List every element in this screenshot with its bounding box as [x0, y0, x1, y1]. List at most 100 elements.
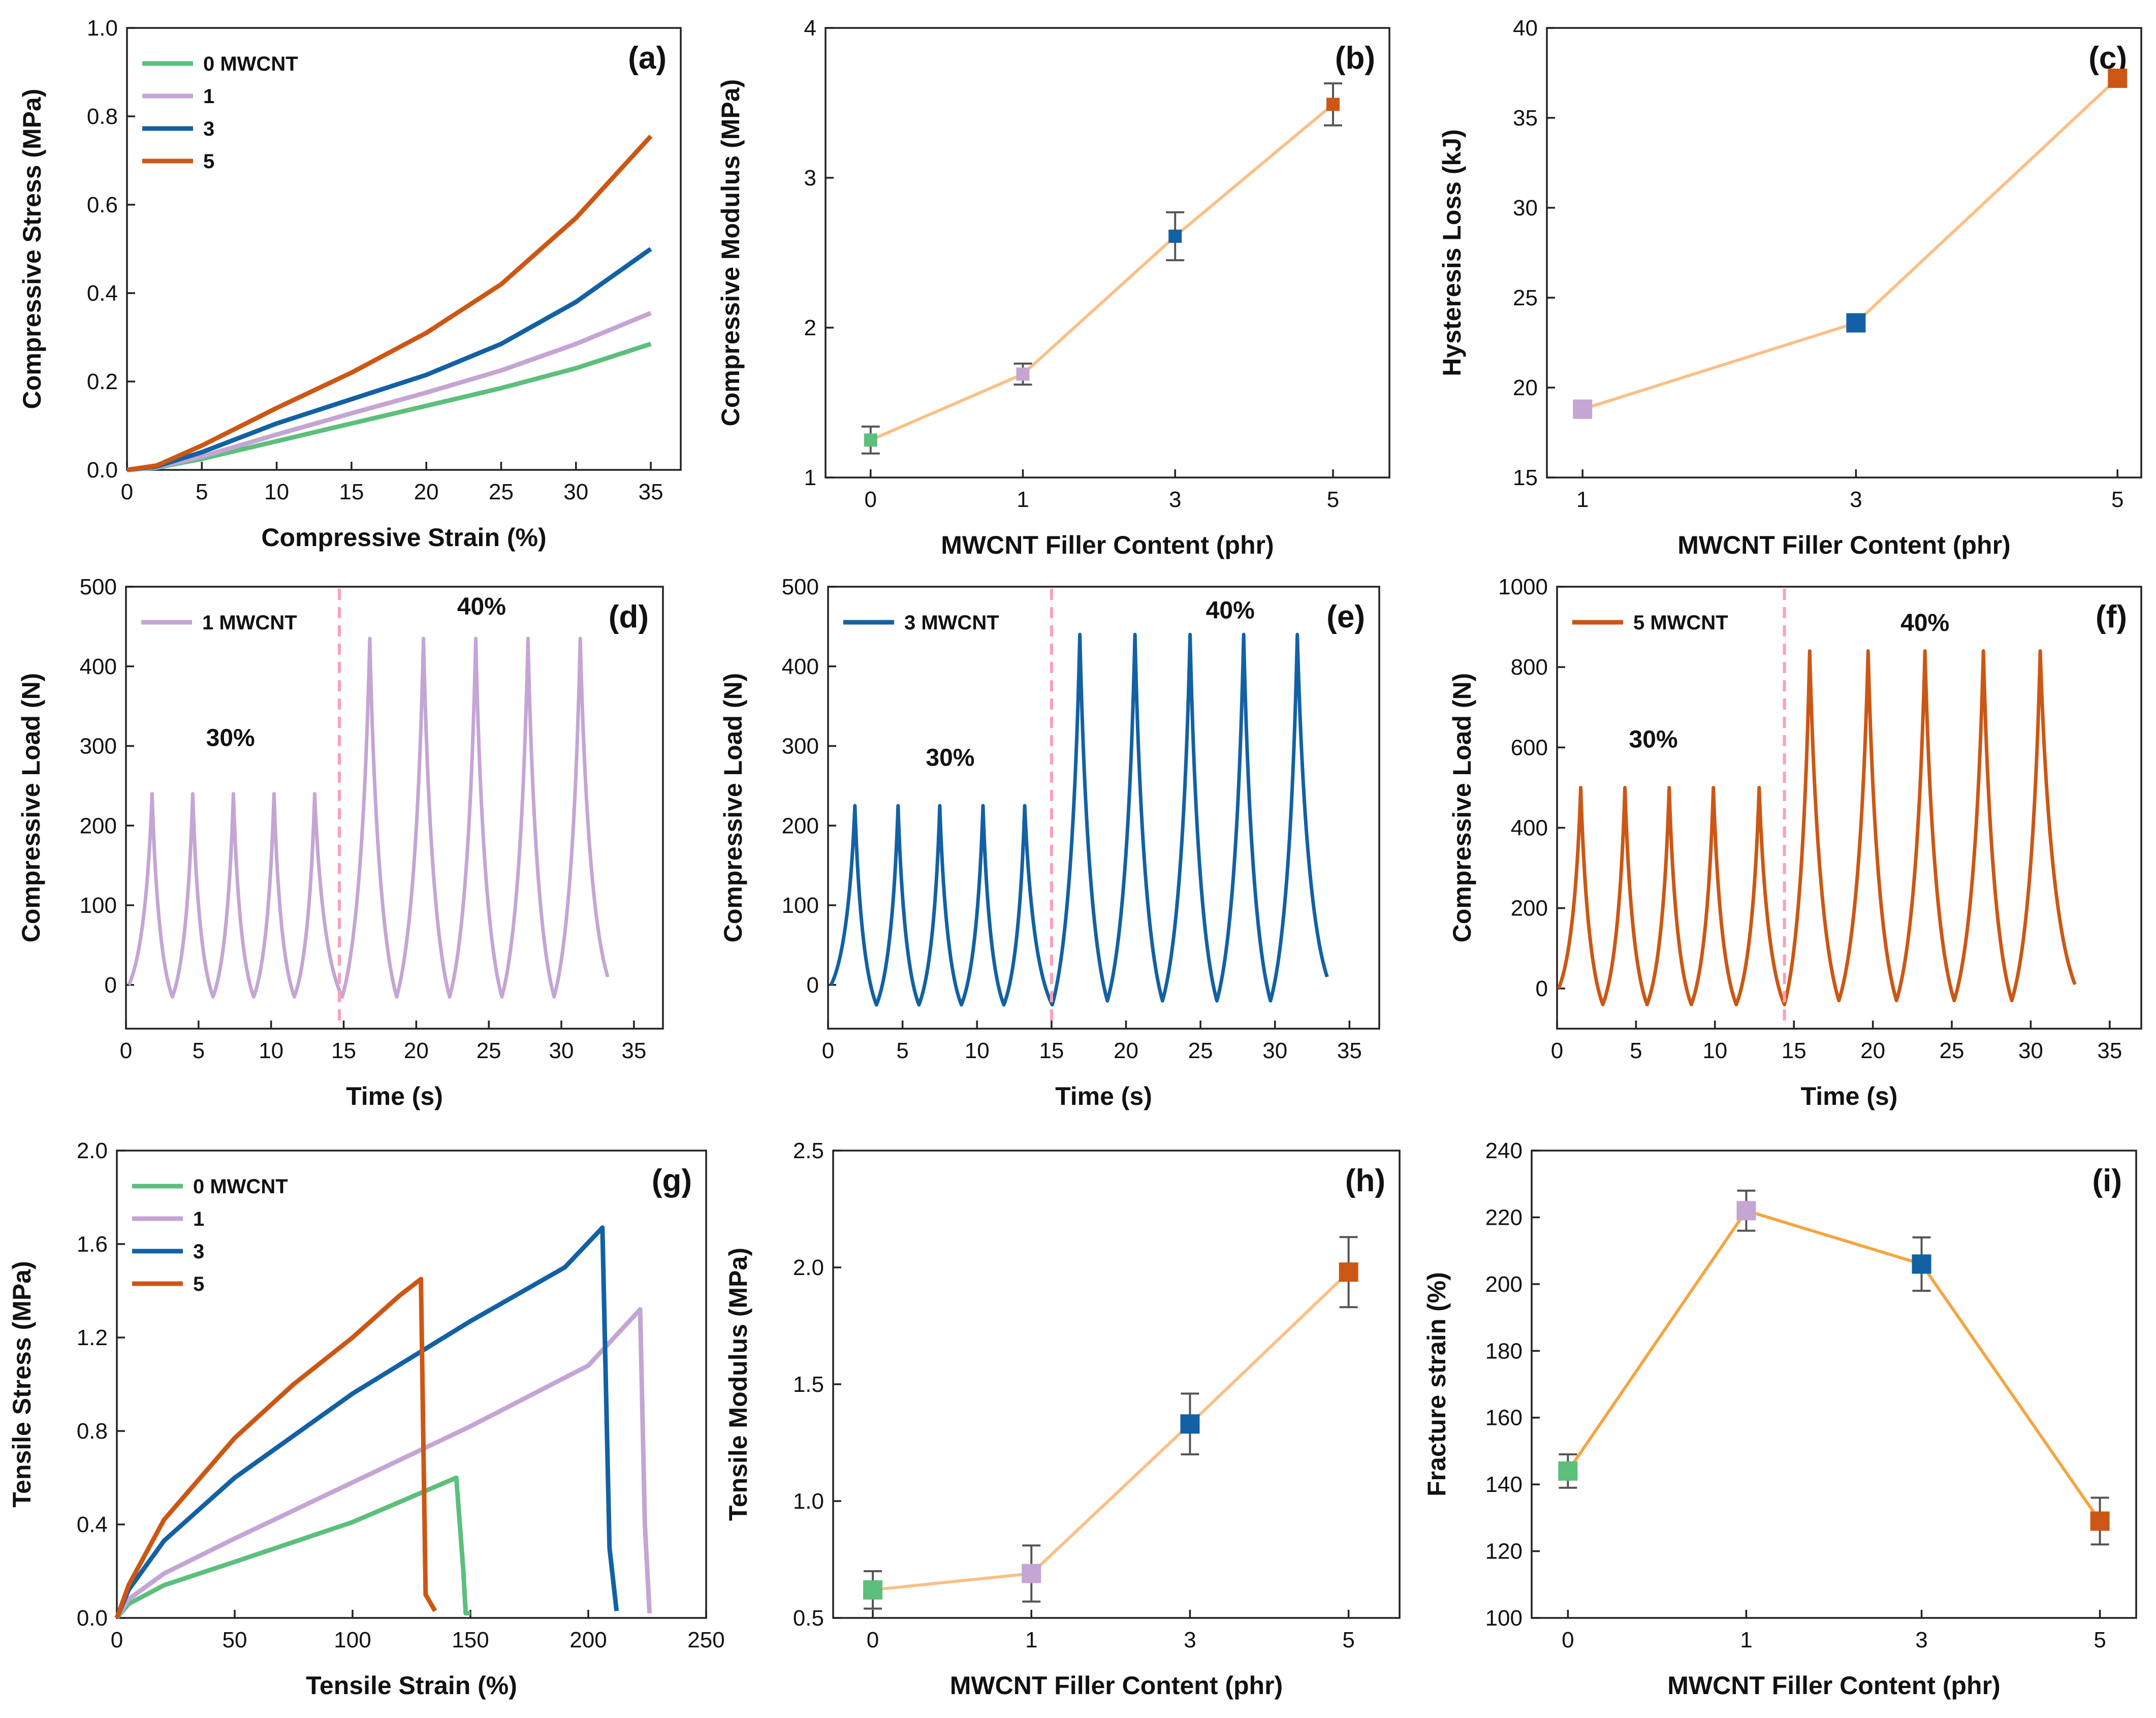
- x-axis-title: Time (s): [1801, 1082, 1898, 1110]
- x-tick-label: 30: [1262, 1038, 1287, 1063]
- legend-label: 1: [193, 1208, 204, 1230]
- strain-annotation: 30%: [206, 725, 255, 752]
- x-tick-label: 3: [1850, 487, 1862, 512]
- y-tick-label: 220: [1485, 1205, 1523, 1230]
- y-tick-label: 500: [782, 575, 819, 599]
- x-tick-label: 15: [1039, 1038, 1064, 1063]
- y-tick-label: 500: [80, 575, 117, 599]
- x-tick-label: 15: [1782, 1038, 1806, 1063]
- y-tick-label: 1.0: [793, 1489, 824, 1514]
- panel-label: (i): [2092, 1163, 2122, 1198]
- y-tick-label: 1.6: [77, 1232, 108, 1257]
- x-tick-label: 30: [2018, 1038, 2043, 1063]
- panel-i-fracture-strain: (i) MWCNT Filler Content (phr) Fracture st…: [1422, 1138, 2137, 1700]
- plot-frame: [1556, 586, 2142, 1030]
- x-tick-label: 0: [111, 1628, 123, 1652]
- y-axis-title: Compressive Stress (MPa): [18, 89, 46, 409]
- y-tick-label: 1.2: [77, 1325, 108, 1350]
- series-line-1: [115, 1307, 652, 1619]
- y-tick-label: 0: [807, 973, 819, 998]
- series-line-0-mwcnt: [115, 1475, 470, 1619]
- x-tick-label: 10: [965, 1038, 990, 1063]
- plot-frame: [825, 27, 1390, 479]
- panel-d-cyclic-load-1-mwcnt: (d)Time (s)Compressive Load (N)010020030…: [17, 575, 664, 1110]
- x-tick-label: 20: [404, 1038, 429, 1063]
- x-tick-label: 5: [1327, 487, 1339, 512]
- x-tick-label: 20: [414, 480, 439, 504]
- legend-label: 3 MWCNT: [904, 612, 999, 634]
- panel-f-cyclic-load-5-mwcnt: (f)Time (s)Compressive Load (N)020040060…: [1448, 575, 2142, 1110]
- x-tick-label: 3: [1184, 1628, 1196, 1652]
- panel-label: (e): [1326, 599, 1365, 634]
- y-tick-label: 0.8: [77, 1419, 108, 1444]
- y-tick-label: 0.8: [87, 104, 118, 129]
- y-tick-label: 0.2: [87, 369, 118, 394]
- connector-line: [872, 1271, 1350, 1592]
- x-axis-title: Time (s): [346, 1082, 443, 1110]
- y-tick-label: 1: [804, 465, 816, 490]
- legend-label: 0 MWCNT: [193, 1175, 288, 1198]
- x-tick-label: 25: [1188, 1038, 1213, 1063]
- series-line-3: [114, 1225, 619, 1619]
- data-point-1: [1573, 399, 1593, 419]
- y-tick-label: 200: [782, 813, 819, 838]
- x-tick-label: 20: [1860, 1038, 1885, 1063]
- y-tick-label: 600: [1511, 735, 1548, 760]
- y-tick-label: 400: [782, 654, 819, 679]
- strain-annotation: 30%: [926, 745, 974, 772]
- plot-frame: [827, 586, 1380, 1030]
- series-line-5: [126, 135, 653, 472]
- y-tick-label: 3: [804, 166, 816, 190]
- strain-annotation: 30%: [1629, 726, 1678, 753]
- y-tick-label: 100: [80, 893, 117, 918]
- data-point-0: [1558, 1461, 1578, 1481]
- legend-label: 5 MWCNT: [1633, 612, 1728, 634]
- x-axis-title: Tensile Strain (%): [306, 1671, 517, 1700]
- legend-label: 5: [193, 1273, 204, 1295]
- y-tick-label: 200: [1511, 896, 1548, 921]
- legend-label: 3: [193, 1240, 204, 1263]
- panel-e-cyclic-load-3-mwcnt: (e)Time (s)Compressive Load (N)010020030…: [719, 575, 1380, 1110]
- x-tick-label: 25: [477, 1038, 501, 1063]
- x-tick-label: 3: [1169, 487, 1181, 512]
- load-waveform: [829, 632, 1329, 1007]
- y-tick-label: 240: [1485, 1138, 1523, 1163]
- legend-label: 0 MWCNT: [203, 53, 298, 75]
- legend-label: 5: [203, 150, 214, 173]
- x-tick-label: 15: [339, 480, 364, 504]
- legend-label: 3: [203, 118, 214, 140]
- y-tick-label: 1.0: [87, 16, 118, 41]
- x-tick-label: 35: [639, 480, 663, 504]
- y-tick-label: 2.5: [793, 1138, 824, 1163]
- y-tick-label: 400: [80, 654, 117, 679]
- x-tick-label: 10: [259, 1038, 283, 1063]
- x-axis-title: Time (s): [1055, 1082, 1152, 1110]
- y-tick-label: 160: [1485, 1406, 1523, 1430]
- x-tick-label: 1: [1017, 487, 1029, 512]
- data-point-5: [1339, 1262, 1358, 1282]
- plot-frame: [1546, 27, 2142, 479]
- y-tick-label: 800: [1511, 655, 1548, 680]
- data-point-3: [1912, 1254, 1931, 1274]
- x-tick-label: 35: [2097, 1038, 2122, 1063]
- x-tick-label: 5: [1342, 1628, 1354, 1652]
- x-tick-label: 0: [1551, 1038, 1563, 1063]
- panel-label: (b): [1335, 41, 1375, 76]
- plot-frame: [116, 1150, 707, 1619]
- data-point-1: [1736, 1201, 1756, 1221]
- y-tick-label: 20: [1513, 375, 1538, 400]
- y-tick-label: 0.0: [77, 1606, 108, 1631]
- series-line-5: [114, 1277, 437, 1619]
- y-tick-label: 1.5: [793, 1372, 824, 1397]
- x-tick-label: 35: [1337, 1038, 1362, 1063]
- x-tick-label: 35: [621, 1038, 646, 1063]
- series-line-3: [126, 247, 652, 472]
- x-tick-label: 30: [549, 1038, 574, 1063]
- y-tick-label: 0.4: [87, 281, 118, 306]
- panel-label: (g): [652, 1163, 692, 1198]
- y-tick-label: 100: [1485, 1606, 1523, 1631]
- x-tick-label: 0: [121, 480, 133, 504]
- x-tick-label: 5: [896, 1038, 908, 1063]
- panel-label: (h): [1345, 1163, 1385, 1198]
- x-axis-title: MWCNT Filler Content (phr): [1677, 531, 2010, 559]
